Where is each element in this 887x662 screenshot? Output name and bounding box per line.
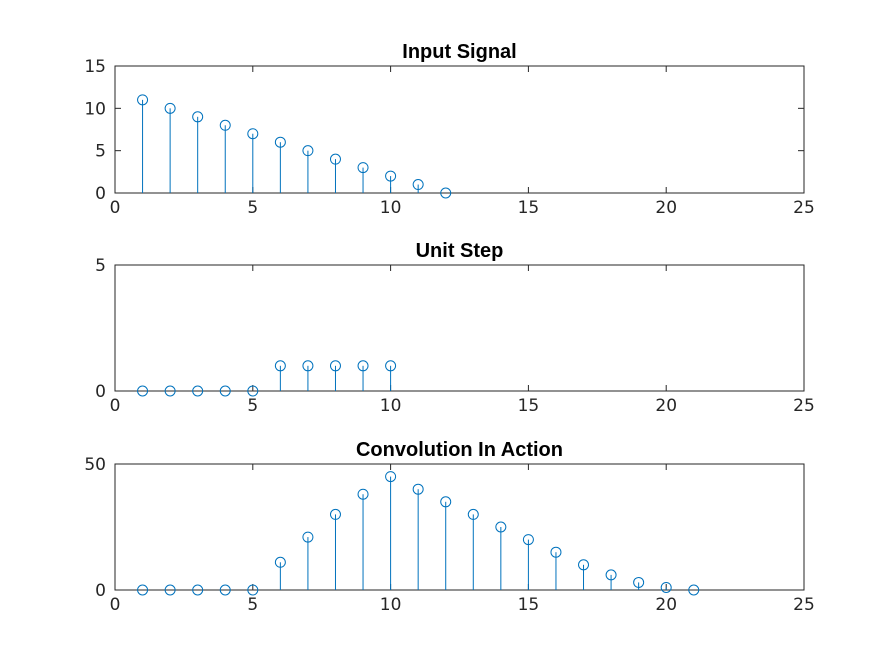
stem-marker (357, 162, 369, 174)
stem-marker (192, 385, 204, 397)
stem-marker (302, 360, 314, 372)
stem-marker (137, 584, 149, 596)
stem-marker (385, 360, 397, 372)
x-tick-label: 25 (793, 198, 815, 218)
stem-marker (467, 508, 479, 520)
x-tick-label: 15 (518, 396, 540, 416)
stem-marker (412, 483, 424, 495)
stem-marker (385, 471, 397, 483)
stem-marker (302, 531, 314, 543)
x-tick-label: 5 (247, 198, 258, 218)
stem-marker (357, 360, 369, 372)
subplot-1: Input Signal 0 5 10 15 20 25 0 5 10 15 (84, 41, 814, 218)
x-tick-label: 20 (655, 396, 677, 416)
x-tick-label: 15 (518, 595, 540, 615)
stem-marker (137, 94, 149, 106)
stem-marker (274, 136, 286, 148)
stem-marker (412, 179, 424, 191)
stem-marker (329, 508, 341, 520)
stem-marker (605, 569, 617, 581)
axes-box (114, 264, 805, 392)
stem-marker (302, 145, 314, 157)
stem-marker (522, 534, 534, 546)
stem-marker (550, 546, 562, 558)
x-tick-label: 25 (793, 396, 815, 416)
subplot-title: Convolution In Action (356, 439, 563, 461)
stem-marker (247, 128, 259, 140)
y-tick-label: 0 (95, 184, 106, 204)
axes-box (114, 65, 805, 194)
stem-marker (578, 559, 590, 571)
x-tick-label: 0 (110, 396, 121, 416)
y-tick-label: 0 (95, 382, 106, 402)
x-tick-label: 20 (655, 595, 677, 615)
stem-marker (660, 581, 672, 593)
stem-marker (164, 102, 176, 114)
y-tick-label: 0 (95, 581, 106, 601)
stem-marker (440, 496, 452, 508)
stem-marker (192, 584, 204, 596)
x-tick-label: 20 (655, 198, 677, 218)
x-tick-label: 0 (110, 198, 121, 218)
y-tick-label: 50 (84, 455, 106, 475)
y-tick-label: 5 (95, 142, 106, 162)
subplot-title: Unit Step (416, 240, 504, 262)
subplot-3: Convolution In Action 0 5 10 15 20 25 0 50 (84, 439, 814, 615)
stem-marker (385, 170, 397, 182)
stem-marker (247, 385, 259, 397)
y-tick-label: 15 (84, 57, 106, 77)
stem-marker (164, 385, 176, 397)
stem-marker (274, 556, 286, 568)
x-tick-label: 0 (110, 595, 121, 615)
stem-marker (440, 187, 452, 199)
x-tick-label: 10 (380, 198, 402, 218)
stem-marker (219, 584, 231, 596)
x-tick-label: 10 (380, 595, 402, 615)
stem-marker (164, 584, 176, 596)
x-tick-label: 10 (380, 396, 402, 416)
stem-marker (633, 576, 645, 588)
stem-marker (329, 153, 341, 165)
stem-marker (192, 111, 204, 123)
subplot-title: Input Signal (402, 41, 516, 63)
stem-marker (329, 360, 341, 372)
x-tick-label: 5 (247, 595, 258, 615)
stem-marker (247, 584, 259, 596)
y-tick-label: 10 (84, 99, 106, 119)
x-tick-label: 5 (247, 396, 258, 416)
stem-marker (357, 488, 369, 500)
y-tick-label: 5 (95, 256, 106, 276)
x-tick-label: 25 (793, 595, 815, 615)
stem-marker (495, 521, 507, 533)
stem-marker (137, 385, 149, 397)
subplot-2: Unit Step 0 5 10 15 20 25 0 5 (95, 240, 815, 416)
x-tick-label: 15 (518, 198, 540, 218)
stem-marker (219, 119, 231, 131)
stem-marker (688, 584, 700, 596)
axes-box (114, 463, 805, 591)
stem-marker (219, 385, 231, 397)
stem-marker (274, 360, 286, 372)
